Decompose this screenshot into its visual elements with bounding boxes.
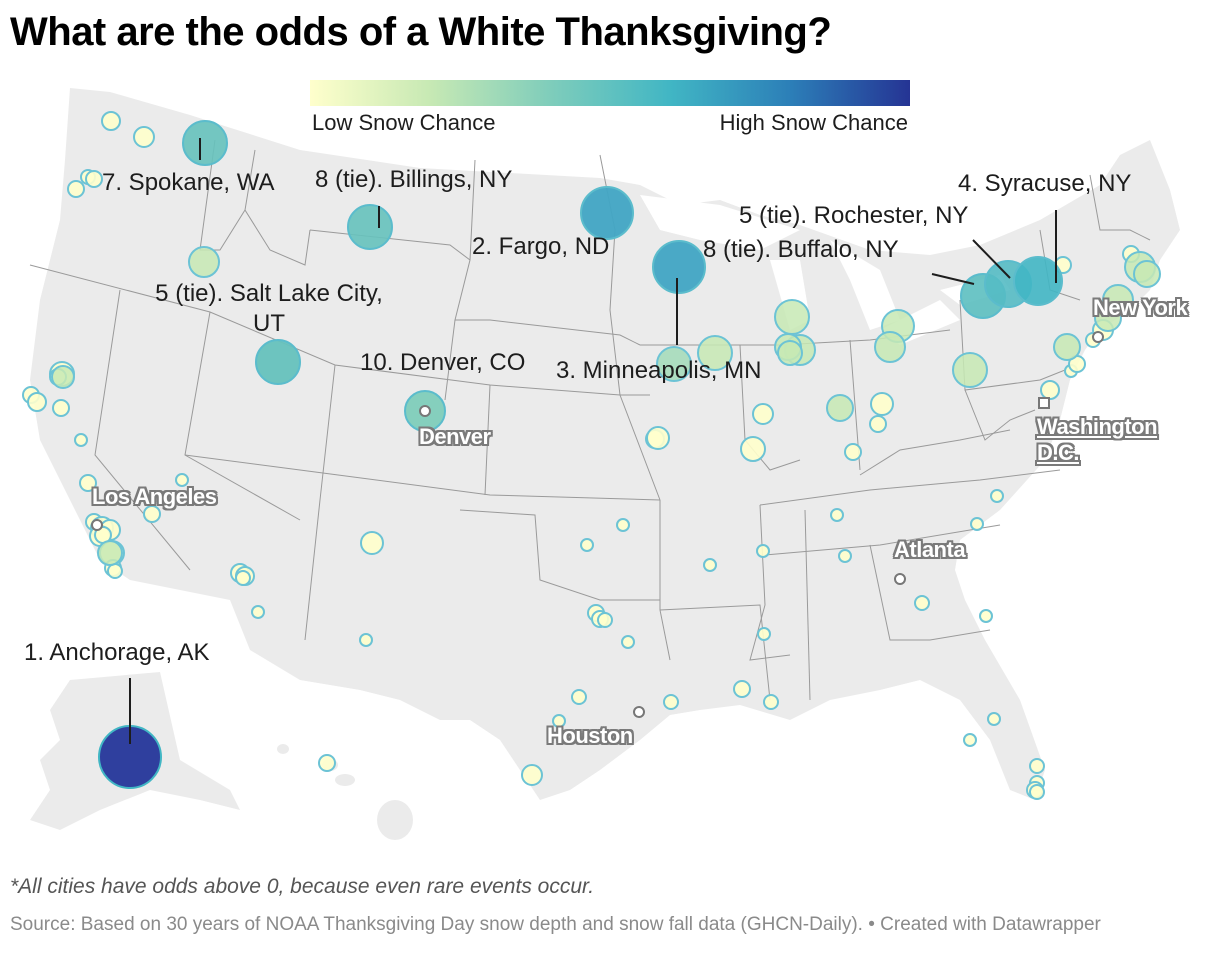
legend-low-label: Low Snow Chance xyxy=(310,110,498,136)
annotation-minneapolis: 3. Minneapolis, MN xyxy=(556,357,762,384)
city-label-houston: Houston xyxy=(547,723,633,748)
low-medium-markers xyxy=(51,246,1161,566)
city-label-new-york: New York xyxy=(1093,295,1188,320)
map-container: 7. Spokane, WA 8 (tie). Billings, NY 2. … xyxy=(0,70,1220,850)
marker-fargo xyxy=(580,186,634,240)
city-label-washington-line2: D.C. xyxy=(1037,440,1080,466)
annotation-rochester: 5 (tie). Rochester, NY xyxy=(739,202,969,229)
reference-city-dots xyxy=(91,331,1104,718)
annotation-denver: 10. Denver, CO xyxy=(360,349,526,376)
high-chance-markers xyxy=(98,120,1063,789)
source-credit: Source: Based on 30 years of NOAA Thanks… xyxy=(10,914,1101,935)
legend-gradient-bar xyxy=(310,80,910,106)
annotation-syracuse: 4. Syracuse, NY xyxy=(958,170,1132,197)
annotation-salt-lake-city-line2: UT xyxy=(253,310,285,337)
annotation-fargo: 2. Fargo, ND xyxy=(472,233,610,260)
marker-salt-lake-city xyxy=(255,339,301,385)
hawaii-landmass xyxy=(277,744,413,840)
us-map xyxy=(22,88,1180,840)
marker-syracuse xyxy=(1013,256,1063,306)
annotation-leader-lines xyxy=(129,138,1057,744)
city-label-los-angeles: Los Angeles xyxy=(92,484,217,509)
annotation-spokane: 7. Spokane, WA xyxy=(102,169,275,196)
page-title: What are the odds of a White Thanksgivin… xyxy=(10,10,832,54)
city-label-denver: Denver xyxy=(419,424,491,449)
annotation-anchorage: 1. Anchorage, AK xyxy=(24,639,210,666)
annotation-billings: 8 (tie). Billings, NY xyxy=(315,166,513,193)
marker-billings xyxy=(347,204,393,250)
footnote: *All cities have odds above 0, because e… xyxy=(10,875,595,898)
city-label-washington-dc: Washington D.C. xyxy=(1037,414,1158,467)
us-landmass xyxy=(30,88,1180,800)
city-label-atlanta: Atlanta xyxy=(894,537,966,562)
city-label-washington-line1: Washington xyxy=(1037,414,1158,439)
color-legend: Low Snow Chance High Snow Chance xyxy=(310,80,910,136)
annotation-salt-lake-city-line1: 5 (tie). Salt Lake City, xyxy=(155,280,383,307)
marker-spokane xyxy=(182,120,228,166)
annotation-buffalo: 8 (tie). Buffalo, NY xyxy=(703,236,899,263)
medium-markers xyxy=(656,346,692,382)
annotation-salt-lake-city: 5 (tie). Salt Lake City, UT xyxy=(140,279,398,339)
marker-minneapolis xyxy=(652,240,706,294)
legend-high-label: High Snow Chance xyxy=(717,110,910,136)
